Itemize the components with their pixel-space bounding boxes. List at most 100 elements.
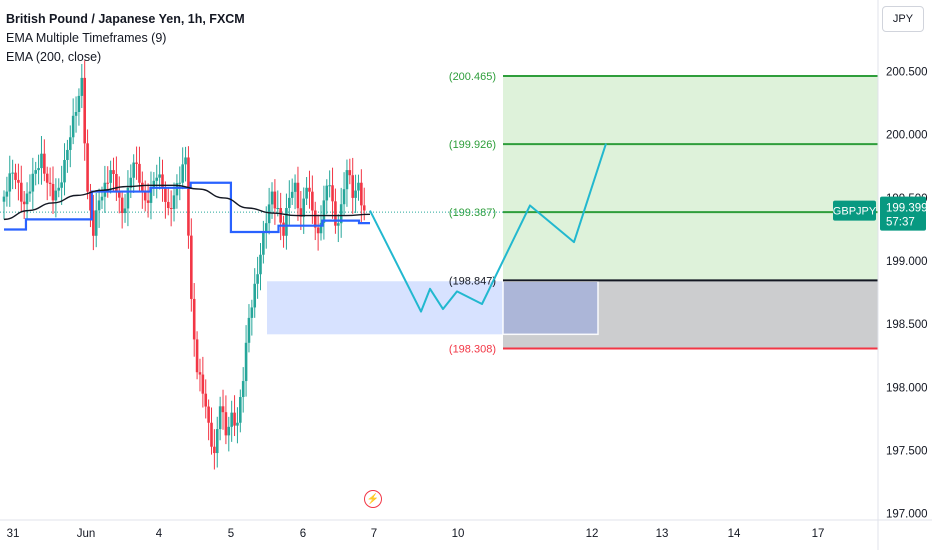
candle xyxy=(22,191,26,219)
candle xyxy=(123,194,127,223)
candle-body xyxy=(11,172,14,174)
candle xyxy=(178,166,182,201)
candle xyxy=(86,129,89,200)
time-tick-label: 14 xyxy=(728,528,741,540)
candle-body xyxy=(316,227,320,234)
candle-body xyxy=(89,191,92,211)
candle xyxy=(230,400,233,442)
candle-body xyxy=(149,187,153,203)
candle-body xyxy=(100,196,104,201)
candle xyxy=(348,158,352,185)
candle xyxy=(247,304,251,353)
candle-body xyxy=(86,143,89,192)
candle xyxy=(204,379,208,419)
time-tick-label: 17 xyxy=(812,528,825,540)
candle-body xyxy=(259,254,262,275)
candle xyxy=(362,187,366,221)
projection-layer xyxy=(369,143,607,313)
candle-body xyxy=(207,406,210,423)
candle-body xyxy=(285,208,288,236)
candle xyxy=(322,185,326,240)
candle-body xyxy=(282,222,285,236)
candle xyxy=(259,243,262,291)
candle-body xyxy=(60,182,63,188)
candle xyxy=(305,177,308,206)
candle-body xyxy=(5,191,9,197)
candle-body xyxy=(290,191,294,198)
candle-body xyxy=(296,182,300,209)
candle xyxy=(354,174,357,214)
candle xyxy=(267,187,271,235)
candle xyxy=(308,170,311,209)
candle xyxy=(213,429,216,470)
level-label-3: (198.847) xyxy=(449,275,496,287)
indicator-ema-200[interactable]: EMA (200, close) xyxy=(6,50,102,64)
candle-body xyxy=(253,283,257,308)
candle xyxy=(198,358,202,392)
currency-button[interactable]: JPY xyxy=(882,6,924,32)
candle xyxy=(14,163,17,190)
candle-body xyxy=(54,190,58,201)
candle-body xyxy=(22,201,26,205)
lightning-alert-icon[interactable]: ⚡ xyxy=(364,490,382,508)
candle-body xyxy=(339,204,343,224)
time-tick-label: 12 xyxy=(586,528,599,540)
candle-body xyxy=(345,170,349,190)
candle-body xyxy=(293,182,297,192)
candle-body xyxy=(166,201,170,208)
candle xyxy=(282,215,285,248)
candle xyxy=(34,161,38,186)
candle-body xyxy=(172,195,176,209)
candle-body xyxy=(169,208,173,209)
candle xyxy=(175,174,179,209)
candle-body xyxy=(8,173,12,192)
candle-body xyxy=(187,157,190,236)
candle-body xyxy=(302,198,306,217)
candle xyxy=(161,159,164,202)
candle-body xyxy=(233,412,236,426)
candle xyxy=(345,159,349,207)
level-label-0: (200.465) xyxy=(449,71,496,83)
candle-body xyxy=(112,170,115,175)
candle-body xyxy=(115,174,118,192)
candle xyxy=(152,172,156,196)
candle-body xyxy=(360,182,363,206)
zones-layer xyxy=(267,76,878,349)
projection-path xyxy=(369,143,607,313)
candle-body xyxy=(94,210,98,236)
candle-body xyxy=(138,163,141,183)
candle-body xyxy=(28,191,32,194)
time-tick-label: 31 xyxy=(7,528,20,540)
price-tick-label: 199.000 xyxy=(886,256,928,268)
candle xyxy=(195,331,199,380)
candle-body xyxy=(305,187,308,199)
price-tick-label: 200.000 xyxy=(886,130,928,142)
indicator-ema-mtf[interactable]: EMA Multiple Timeframes (9) xyxy=(6,31,167,45)
candle-body xyxy=(109,170,112,183)
price-tick-label: 200.500 xyxy=(886,67,928,79)
candle xyxy=(262,220,265,264)
candle xyxy=(74,96,78,133)
price-tick-label: 198.000 xyxy=(886,382,928,394)
candle-body xyxy=(192,298,196,340)
candle xyxy=(71,98,75,145)
candle-body xyxy=(117,191,121,198)
candle xyxy=(325,179,329,215)
candle xyxy=(31,157,35,210)
symbol-tag xyxy=(833,200,876,221)
price-tick-label: 197.500 xyxy=(886,446,928,458)
candle-body xyxy=(40,153,43,169)
candle-body xyxy=(123,208,127,214)
candle-body xyxy=(270,191,274,205)
candle-body xyxy=(325,185,329,201)
candle-body xyxy=(17,179,20,183)
target-zone xyxy=(503,76,878,281)
candle-body xyxy=(34,170,38,174)
candle xyxy=(60,165,63,205)
candle-body xyxy=(288,197,291,209)
symbol-title[interactable]: British Pound / Japanese Yen, 1h, FXCM xyxy=(6,12,245,26)
candle xyxy=(54,178,58,218)
candle xyxy=(264,206,268,249)
